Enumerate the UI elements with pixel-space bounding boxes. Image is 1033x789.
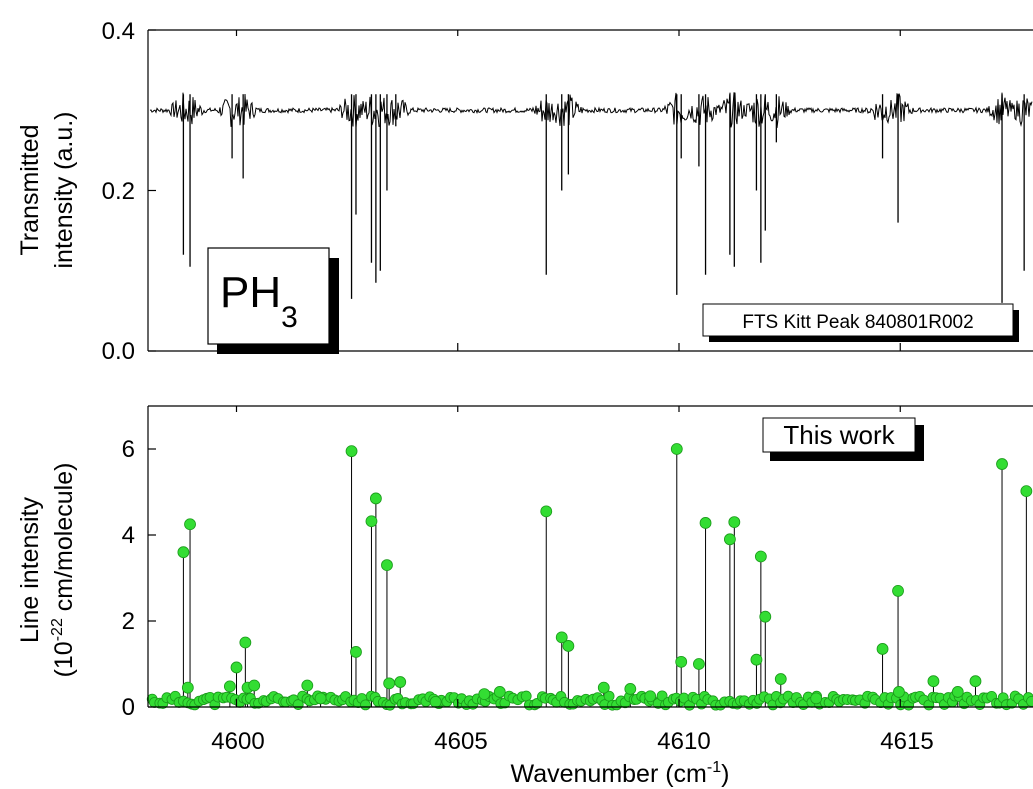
intensity-point: [429, 695, 442, 708]
intensity-point: [675, 655, 688, 668]
intensity-point: [365, 515, 378, 528]
intensity-point: [892, 585, 904, 597]
intensity-point: [876, 643, 889, 655]
legend-label: This work: [783, 420, 895, 450]
intensity-point: [723, 533, 736, 546]
bottom-y-tick-label: 2: [122, 608, 135, 635]
intensity-point: [369, 492, 382, 505]
weak-line-marker: [1026, 696, 1033, 707]
intensity-point: [893, 686, 905, 698]
intensity-point: [927, 675, 940, 688]
x-tick-label: 4600: [211, 728, 264, 755]
intensity-point: [774, 673, 787, 685]
intensity-point: [230, 661, 243, 674]
bottom-y-tick-label: 4: [122, 522, 135, 549]
spectrum-group: [149, 92, 1033, 303]
intensity-point: [624, 683, 637, 695]
intensity-point: [693, 658, 705, 670]
x-tick-label: 4610: [657, 728, 710, 755]
intensity-point: [750, 653, 763, 666]
x-tick-label: 4615: [880, 728, 933, 755]
intensity-point: [754, 550, 767, 563]
top-y-axis-title-line2: intensity (a.u.): [50, 111, 78, 268]
weak-line-marker: [520, 690, 532, 702]
intensity-point: [759, 610, 772, 623]
top-panel: 0.0 0.2 0.4 Transmitted intensity (a.u.)…: [16, 18, 1033, 365]
bottom-y-tick-label: 6: [122, 436, 135, 463]
bottom-panel: 0 2 4 6 4600 4605 4610 4615 Wavenumber (…: [16, 405, 1033, 788]
intensity-point: [239, 636, 252, 649]
top-y-tick-label: 0.2: [102, 178, 135, 205]
top-y-tick-label: 0.4: [102, 18, 135, 45]
weak-line-marker: [360, 699, 371, 711]
intensity-point: [223, 680, 236, 693]
bottom-y-axis-title-line1: Line intensity: [16, 497, 44, 643]
intensity-point: [301, 679, 314, 692]
intensity-point: [728, 516, 741, 528]
intensity-point: [555, 631, 568, 644]
intensity-point: [670, 443, 683, 455]
molecule-label-box: PH3: [207, 247, 339, 354]
intensity-point: [969, 675, 982, 688]
intensity-point: [1020, 485, 1033, 498]
intensity-point: [478, 688, 491, 700]
intensity-point: [394, 676, 407, 688]
intensity-point: [540, 505, 553, 518]
intensity-point: [996, 458, 1008, 470]
intensity-point: [383, 677, 396, 690]
intensity-point: [248, 679, 261, 692]
intensity-point: [181, 681, 194, 694]
source-label-box: FTS Kitt Peak 840801R002: [702, 303, 1019, 342]
intensity-point: [350, 646, 362, 658]
intensity-point: [562, 640, 575, 652]
intensity-point: [597, 681, 610, 694]
molecule-label: PH3: [220, 268, 298, 334]
legend-box: This work: [762, 417, 924, 461]
x-axis-title: Wavenumber (cm-1): [511, 759, 730, 788]
intensity-point: [184, 518, 196, 531]
top-y-tick-label: 0.0: [102, 338, 135, 365]
bottom-y-axis-title-line2: (10-22 cm/molecule): [49, 463, 78, 678]
intensity-point: [177, 546, 190, 559]
intensity-point: [810, 692, 823, 705]
intensity-point: [951, 686, 964, 698]
intensity-point: [644, 690, 657, 703]
x-tick-label: 4605: [434, 728, 487, 755]
top-y-axis-title-line1: Transmitted: [16, 124, 44, 255]
intensity-point: [493, 686, 506, 698]
bottom-y-tick-label: 0: [122, 694, 135, 721]
intensity-point: [314, 692, 327, 705]
bottom-axis-ticks: [148, 406, 901, 708]
line-intensity-group: [146, 443, 1033, 711]
intensity-point: [345, 445, 358, 458]
intensity-point: [699, 517, 712, 529]
spectrum-trace: [149, 92, 1033, 128]
source-label: FTS Kitt Peak 840801R002: [742, 312, 973, 333]
intensity-point: [381, 559, 393, 571]
